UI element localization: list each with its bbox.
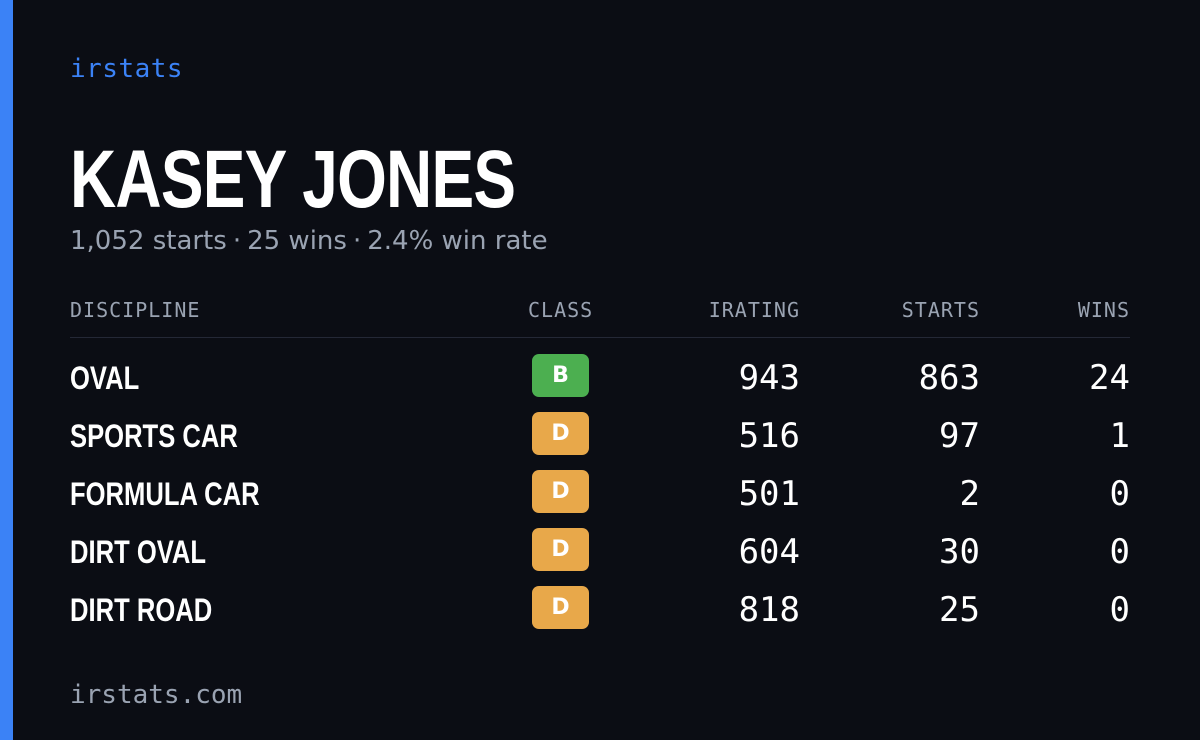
irating-value: 943 — [738, 358, 800, 398]
class-badge: B — [532, 354, 589, 397]
table-row: FORMULA CAR D 501 2 0 — [70, 468, 1130, 526]
class-badge: D — [532, 470, 589, 513]
table-row: DIRT ROAD D 818 25 0 — [70, 584, 1130, 642]
table-body: OVAL B 943 863 24 SPORTS CAR D 516 97 1 … — [70, 352, 1130, 642]
header-wins: WINS — [1077, 298, 1130, 322]
discipline-name: OVAL — [70, 360, 140, 396]
table-row: OVAL B 943 863 24 — [70, 352, 1130, 410]
class-badge: D — [532, 528, 589, 571]
irating-value: 516 — [738, 416, 800, 456]
table-row: SPORTS CAR D 516 97 1 — [70, 410, 1130, 468]
accent-bar — [0, 0, 13, 740]
class-badge: D — [532, 586, 589, 629]
summary-separator: · — [232, 226, 242, 256]
wins-value: 24 — [1089, 358, 1130, 398]
brand-logo: irstats — [70, 54, 184, 84]
irating-value: 818 — [738, 590, 800, 630]
summary-separator: · — [352, 226, 362, 256]
discipline-name: DIRT ROAD — [70, 592, 213, 628]
summary-starts: 1,052 starts — [70, 226, 227, 256]
summary-win-rate: 2.4% win rate — [367, 226, 548, 256]
irating-value: 501 — [738, 474, 800, 514]
header-irating: IRATING — [708, 298, 800, 322]
starts-value: 97 — [939, 416, 980, 456]
discipline-name: FORMULA CAR — [70, 476, 260, 512]
header-discipline: DISCIPLINE — [70, 298, 201, 322]
header-starts: STARTS — [901, 298, 980, 322]
wins-value: 0 — [1109, 590, 1130, 630]
starts-value: 863 — [918, 358, 980, 398]
discipline-name: DIRT OVAL — [70, 534, 207, 570]
class-badge: D — [532, 412, 589, 455]
starts-value: 25 — [939, 590, 980, 630]
discipline-name: SPORTS CAR — [70, 418, 238, 454]
driver-summary: 1,052 starts · 25 wins · 2.4% win rate — [70, 226, 548, 256]
driver-name: KASEY JONES — [70, 134, 516, 225]
starts-value: 30 — [939, 532, 980, 572]
wins-value: 0 — [1109, 532, 1130, 572]
wins-value: 1 — [1109, 416, 1130, 456]
starts-value: 2 — [959, 474, 980, 514]
table-header: DISCIPLINE CLASS IRATING STARTS WINS — [70, 298, 1130, 338]
header-class: CLASS — [528, 298, 594, 322]
table-row: DIRT OVAL D 604 30 0 — [70, 526, 1130, 584]
irating-value: 604 — [738, 532, 800, 572]
wins-value: 0 — [1109, 474, 1130, 514]
summary-wins: 25 wins — [247, 226, 347, 256]
footer-domain: irstats.com — [70, 680, 243, 710]
